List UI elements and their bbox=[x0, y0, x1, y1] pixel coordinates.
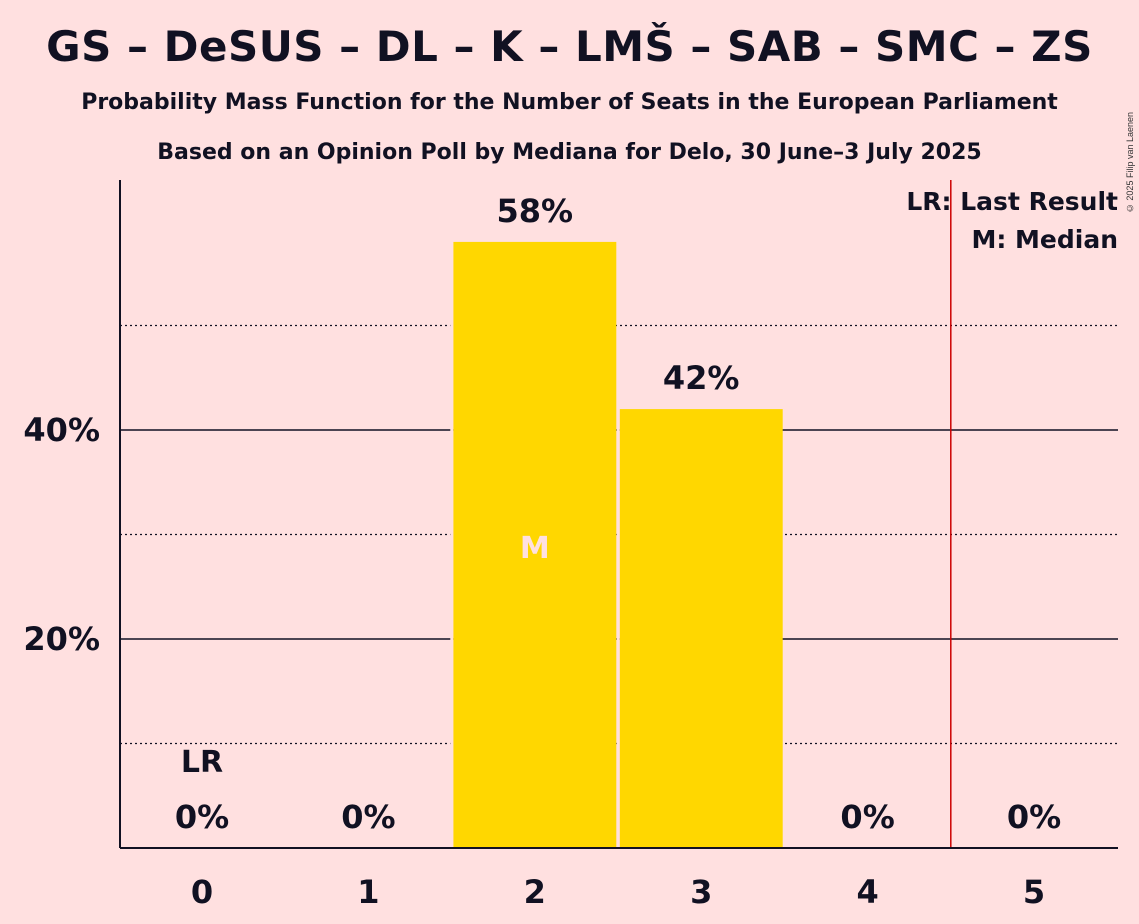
legend-entry: M: Median bbox=[971, 225, 1118, 254]
chart-subtitle: Probability Mass Function for the Number… bbox=[81, 90, 1058, 115]
data-label: 0% bbox=[175, 798, 229, 836]
x-tick-label: 3 bbox=[690, 873, 712, 911]
x-tick-label: 5 bbox=[1023, 873, 1045, 911]
axes bbox=[119, 180, 1118, 849]
chart-source-note: Based on an Opinion Poll by Mediana for … bbox=[157, 140, 982, 165]
data-label: 58% bbox=[497, 192, 574, 230]
chart-title: GS – DeSUS – DL – K – LMŠ – SAB – SMC – … bbox=[46, 22, 1093, 71]
data-label: 0% bbox=[840, 798, 894, 836]
last-result-marker: LR bbox=[181, 745, 223, 780]
bars bbox=[450, 239, 783, 848]
median-marker: M bbox=[520, 531, 550, 566]
data-label: 0% bbox=[1007, 798, 1061, 836]
labels: 20% 40% 0 1 2 3 4 5 0% 0% 58% 42% 0% 0% LR M bbox=[23, 192, 1061, 911]
data-label: 42% bbox=[663, 359, 740, 397]
x-tick-label: 0 bbox=[191, 873, 213, 911]
bar bbox=[619, 409, 783, 848]
bar-separator bbox=[616, 407, 620, 848]
x-tick-label: 4 bbox=[856, 873, 878, 911]
y-tick-label: 20% bbox=[23, 620, 100, 658]
x-tick-label: 1 bbox=[357, 873, 379, 911]
bar bbox=[453, 241, 617, 848]
legend: LR: Last Result M: Median bbox=[906, 187, 1118, 254]
data-label: 0% bbox=[341, 798, 395, 836]
y-tick-label: 40% bbox=[23, 411, 100, 449]
legend-entry: LR: Last Result bbox=[906, 187, 1118, 216]
bar-separator bbox=[450, 239, 454, 848]
x-tick-label: 2 bbox=[524, 873, 546, 911]
